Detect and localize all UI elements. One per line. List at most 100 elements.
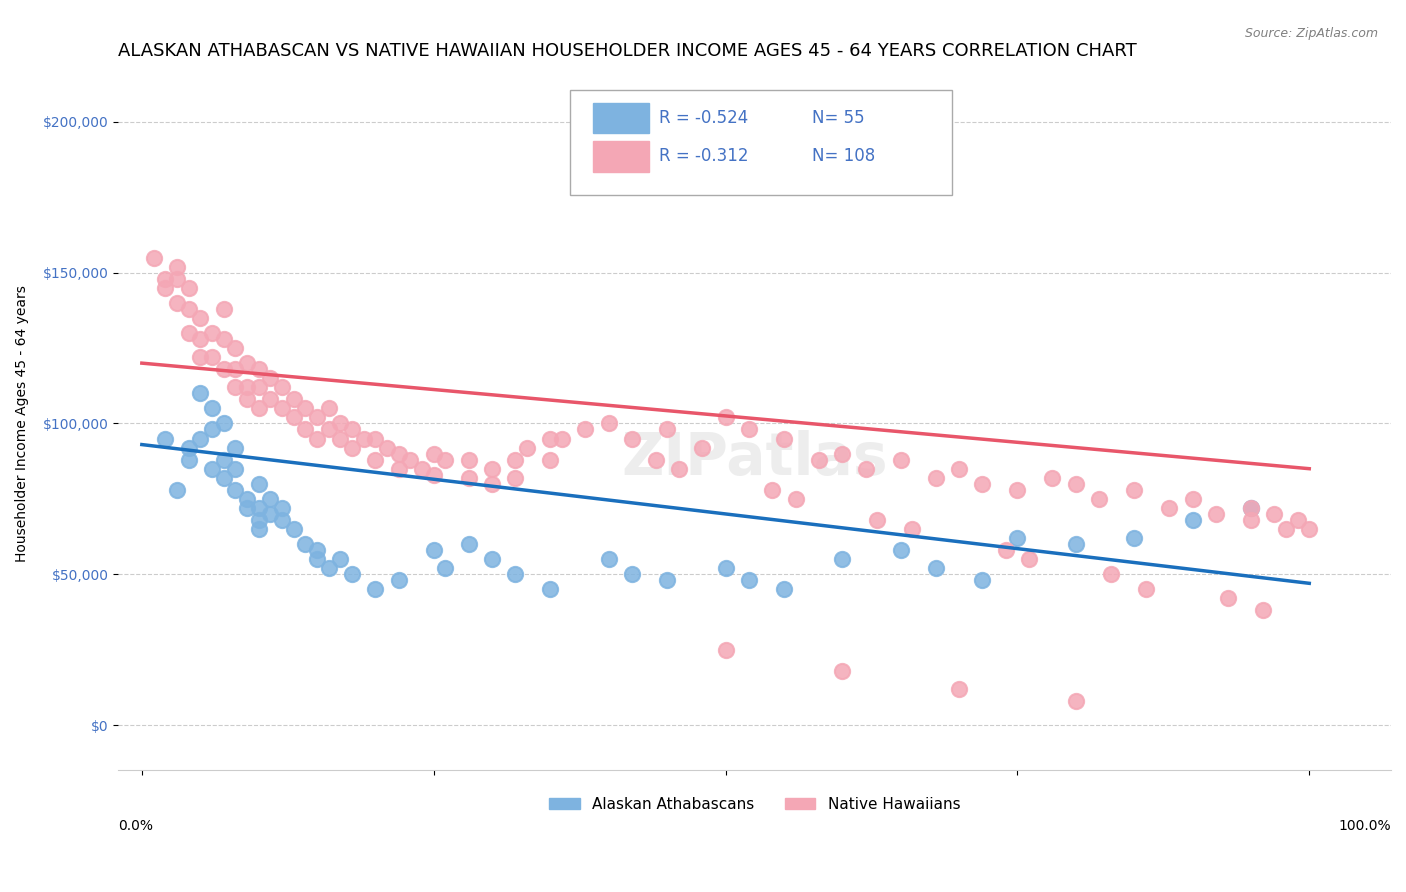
Point [538, 582, 561, 597]
Point [388, 461, 411, 475]
Point [1123, 531, 1146, 545]
Point [948, 461, 970, 475]
Point [807, 452, 830, 467]
Point [866, 513, 889, 527]
Point [329, 417, 352, 431]
Text: R = -0.312: R = -0.312 [659, 147, 749, 165]
Point [1275, 522, 1298, 536]
Point [236, 392, 259, 407]
Point [690, 441, 713, 455]
Point [925, 471, 948, 485]
Point [294, 401, 316, 416]
Point [224, 380, 246, 394]
Point [329, 552, 352, 566]
Point [657, 574, 679, 588]
Point [271, 401, 294, 416]
Point [166, 260, 188, 274]
Point [388, 574, 411, 588]
Point [305, 552, 328, 566]
FancyBboxPatch shape [593, 141, 650, 171]
Point [283, 522, 305, 536]
Point [738, 574, 761, 588]
Point [271, 500, 294, 515]
Point [1298, 522, 1320, 536]
Point [1240, 513, 1263, 527]
Point [1042, 471, 1064, 485]
Point [247, 522, 270, 536]
Point [901, 522, 924, 536]
Point [738, 422, 761, 436]
Text: 100.0%: 100.0% [1339, 819, 1391, 833]
Point [1181, 513, 1204, 527]
Point [1286, 513, 1309, 527]
Point [283, 410, 305, 425]
FancyBboxPatch shape [593, 103, 650, 134]
Text: 0.0%: 0.0% [118, 819, 153, 833]
Point [188, 350, 211, 364]
Point [761, 483, 783, 497]
Point [364, 582, 387, 597]
Point [166, 295, 188, 310]
Point [1007, 531, 1029, 545]
Point [353, 432, 375, 446]
Point [305, 432, 328, 446]
Point [212, 417, 235, 431]
Point [1159, 500, 1181, 515]
Point [434, 561, 457, 575]
FancyBboxPatch shape [571, 90, 952, 194]
Point [236, 380, 259, 394]
Point [505, 567, 527, 582]
Point [177, 301, 200, 316]
Point [1240, 500, 1263, 515]
Point [177, 452, 200, 467]
Point [890, 543, 912, 558]
Point [224, 362, 246, 376]
Point [153, 281, 176, 295]
Point [318, 401, 340, 416]
Text: N= 108: N= 108 [813, 147, 876, 165]
Point [259, 392, 281, 407]
Point [399, 452, 422, 467]
Point [481, 461, 503, 475]
Point [375, 441, 398, 455]
Y-axis label: Householder Income Ages 45 - 64 years: Householder Income Ages 45 - 64 years [15, 285, 30, 562]
Point [364, 432, 387, 446]
Point [773, 432, 796, 446]
Point [1018, 552, 1040, 566]
Point [972, 574, 994, 588]
Point [1135, 582, 1157, 597]
Point [294, 422, 316, 436]
Text: ZIPatlas: ZIPatlas [621, 430, 889, 487]
Point [188, 310, 211, 325]
Point [259, 491, 281, 506]
Point [247, 476, 270, 491]
Point [212, 362, 235, 376]
Point [259, 507, 281, 521]
Text: R = -0.524: R = -0.524 [659, 109, 748, 128]
Point [224, 483, 246, 497]
Point [948, 681, 970, 696]
Point [188, 332, 211, 346]
Point [305, 410, 328, 425]
Point [212, 452, 235, 467]
Point [785, 491, 807, 506]
Point [318, 422, 340, 436]
Point [1181, 491, 1204, 506]
Point [994, 543, 1017, 558]
Point [259, 371, 281, 385]
Point [271, 380, 294, 394]
Point [340, 441, 363, 455]
Point [1240, 500, 1263, 515]
Point [153, 432, 176, 446]
Point [283, 392, 305, 407]
Point [177, 326, 200, 340]
Point [340, 567, 363, 582]
Legend: Alaskan Athabascans, Native Hawaiians: Alaskan Athabascans, Native Hawaiians [543, 791, 966, 818]
Point [1205, 507, 1227, 521]
Point [212, 332, 235, 346]
Point [1216, 591, 1239, 606]
Point [201, 326, 224, 340]
Point [166, 483, 188, 497]
Point [621, 432, 644, 446]
Point [457, 452, 479, 467]
